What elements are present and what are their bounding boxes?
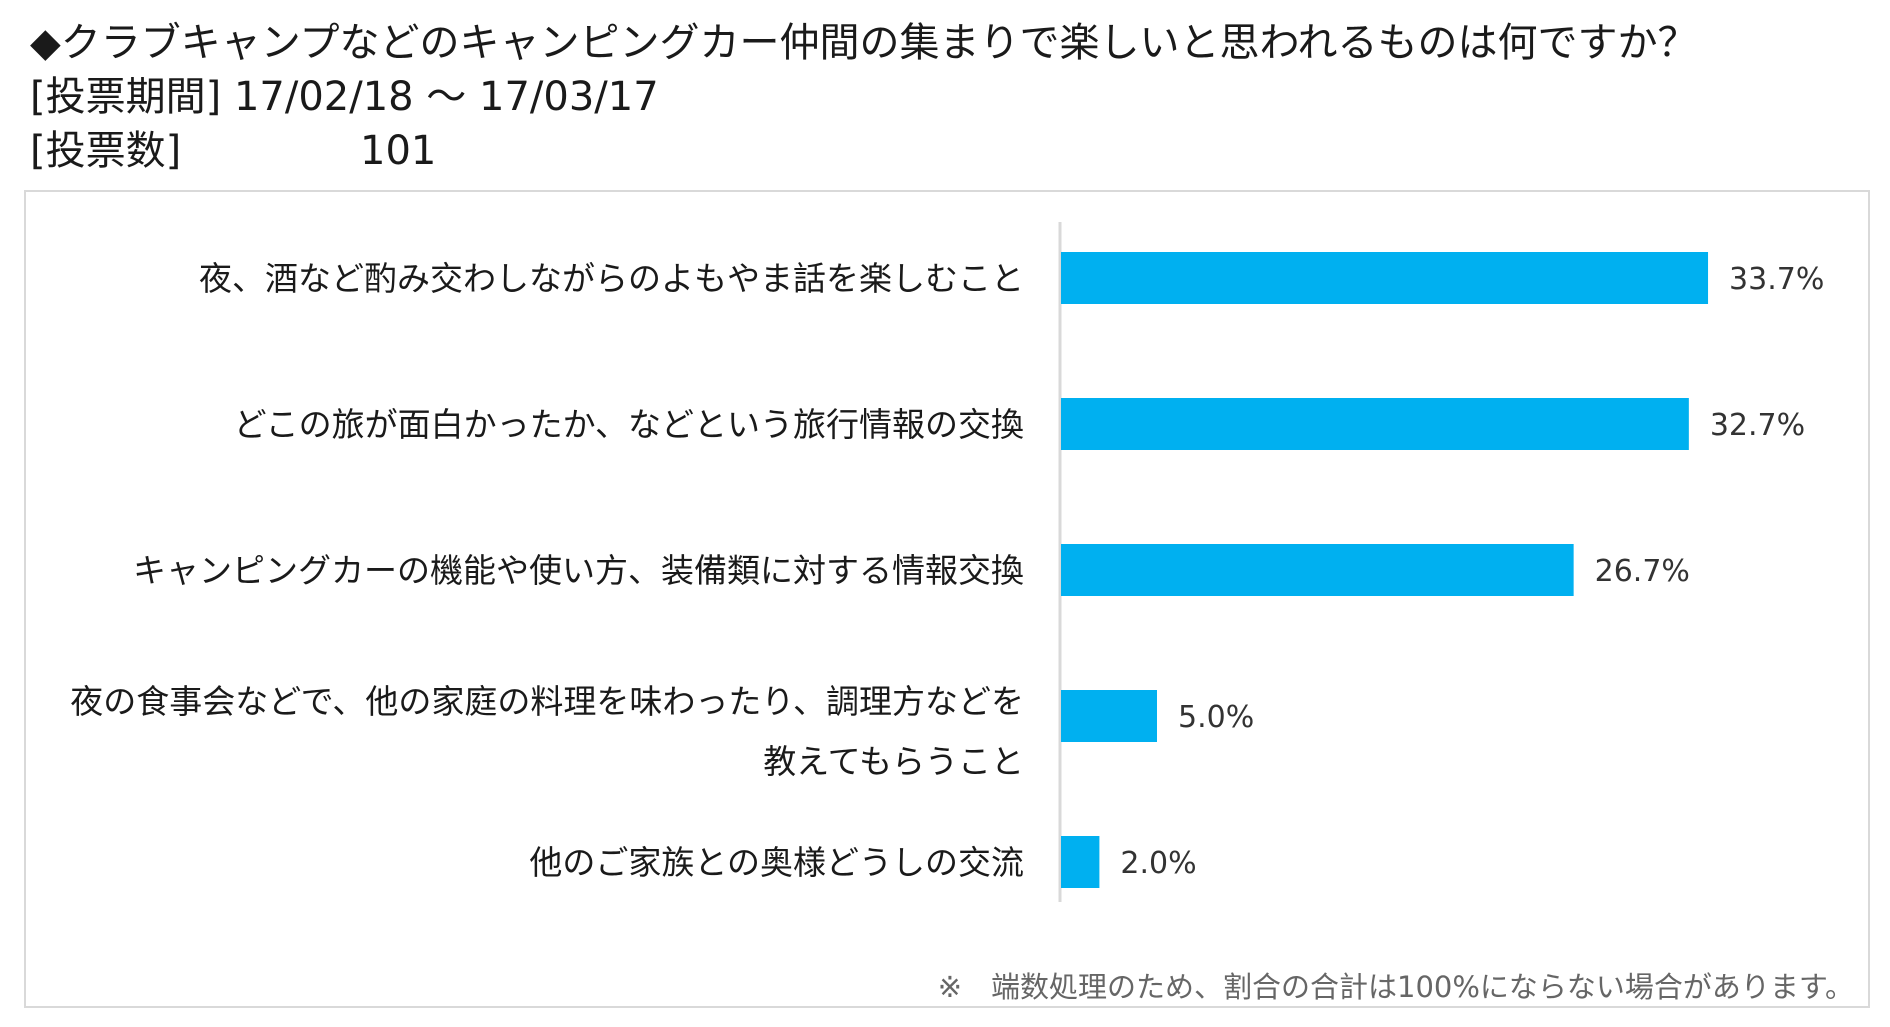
count-value: 101 <box>360 128 437 174</box>
vote-count: [投票数] 101 <box>30 124 1698 178</box>
count-label: [投票数] <box>30 128 182 174</box>
question-title: ◆クラブキャンプなどのキャンピングカー仲間の集まりで楽しいと思われるものは何です… <box>30 20 1698 66</box>
category-label-2: どこの旅が面白かったか、などという旅行情報の交換 <box>234 405 1024 444</box>
bar-5 <box>1061 836 1100 888</box>
voting-period: [投票期間] 17/02/18 〜 17/03/17 <box>30 70 1698 124</box>
bar-2 <box>1061 398 1689 450</box>
category-label-3: キャンピングカーの機能や使い方、装備類に対する情報交換 <box>133 551 1024 590</box>
data-label-2: 32.7% <box>1710 408 1805 443</box>
chart-frame: 33.7% 夜、酒など酌み交わしながらのよもやま話を楽しむこと 32.7% どこの旅が… <box>24 190 1870 1008</box>
bar-chart: 33.7% 夜、酒など酌み交わしながらのよもやま話を楽しむこと 32.7% どこの旅が… <box>70 222 1824 902</box>
data-label-3: 26.7% <box>1595 554 1690 589</box>
period-label: [投票期間] <box>30 74 222 120</box>
category-label-4: 夜の食事会などで、他の家庭の料理を味わったり、調理方などを教えてもらうこと <box>70 682 1024 781</box>
category-label-5: 他のご家族との奥様どうしの交流 <box>529 843 1024 882</box>
footnote: ※ 端数処理のため、割合の合計は100%にならない場合があります。 <box>937 970 1854 1004</box>
data-label-4: 5.0% <box>1178 700 1254 735</box>
data-label-5: 2.0% <box>1120 846 1196 881</box>
data-label-1: 33.7% <box>1729 262 1824 297</box>
bar-4 <box>1061 690 1157 742</box>
period-value: 17/02/18 〜 17/03/17 <box>233 74 659 120</box>
bar-1 <box>1061 252 1709 304</box>
bar-3 <box>1061 544 1574 596</box>
chart-header: ◆クラブキャンプなどのキャンピングカー仲間の集まりで楽しいと思われるものは何です… <box>30 16 1698 178</box>
category-label-1: 夜、酒など酌み交わしながらのよもやま話を楽しむこと <box>199 259 1024 298</box>
